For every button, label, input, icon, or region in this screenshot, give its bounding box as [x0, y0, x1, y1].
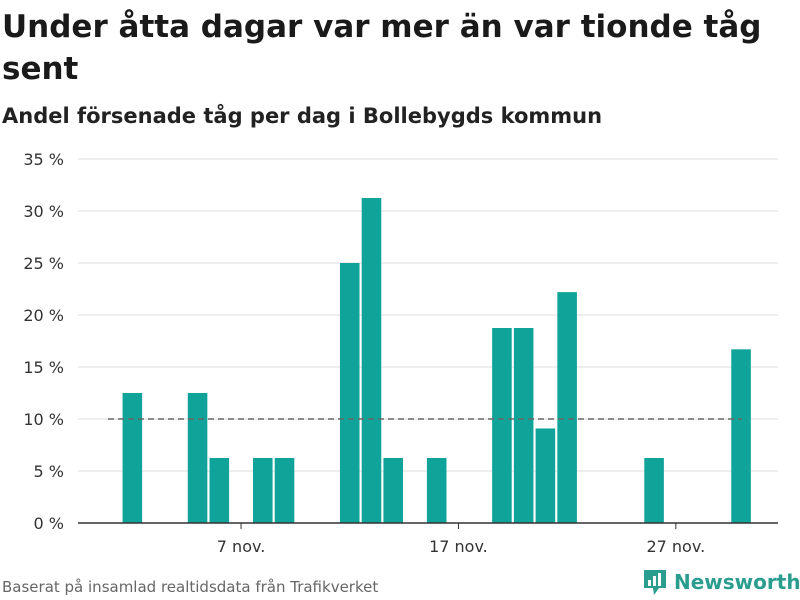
- bar: [492, 328, 512, 523]
- bar: [383, 458, 403, 523]
- bar-chart-logo-icon: [644, 570, 666, 595]
- y-tick-label: 20 %: [23, 306, 64, 325]
- y-tick-label: 25 %: [23, 254, 64, 273]
- bar: [644, 458, 664, 523]
- x-axis: 7 nov. 17 nov. 27 nov.: [78, 522, 778, 556]
- bar: [361, 198, 382, 523]
- bars: [122, 198, 751, 523]
- y-tick-label: 30 %: [23, 202, 64, 221]
- bar: [426, 458, 447, 523]
- brand-logo: Newsworthy: [642, 568, 800, 596]
- y-axis-ticks: 0 % 5 % 10 % 15 % 20 % 25 % 30 % 35 %: [23, 150, 64, 533]
- grid-lines: [78, 158, 778, 472]
- bar: [731, 349, 751, 523]
- bar: [339, 263, 360, 523]
- brand-name: Newsworthy: [674, 570, 800, 594]
- chart-title: Under åtta dagar var mer än var tionde t…: [2, 9, 762, 87]
- bar: [122, 393, 143, 523]
- chart-subtitle: Andel försenade tåg per dag i Bollebygds…: [2, 104, 603, 128]
- y-tick-label: 15 %: [23, 358, 64, 377]
- x-tick-label: 7 nov.: [217, 537, 266, 556]
- y-tick-label: 0 %: [34, 514, 64, 533]
- source-note: Baserat på insamlad realtidsdata från Tr…: [2, 578, 379, 596]
- bar: [209, 458, 230, 523]
- bar: [187, 393, 208, 523]
- bar: [557, 292, 577, 523]
- bar: [274, 458, 295, 523]
- x-tick-label: 27 nov.: [646, 537, 705, 556]
- bar: [513, 328, 534, 523]
- bar-chart: 0 % 5 % 10 % 15 % 20 % 25 % 30 % 35 % 7 nov. 17 …: [23, 150, 778, 556]
- bar: [253, 458, 273, 523]
- y-tick-label: 10 %: [23, 410, 64, 429]
- y-tick-label: 5 %: [34, 462, 64, 481]
- x-tick-label: 17 nov.: [429, 537, 488, 556]
- y-tick-label: 35 %: [23, 150, 64, 169]
- bar: [535, 428, 556, 523]
